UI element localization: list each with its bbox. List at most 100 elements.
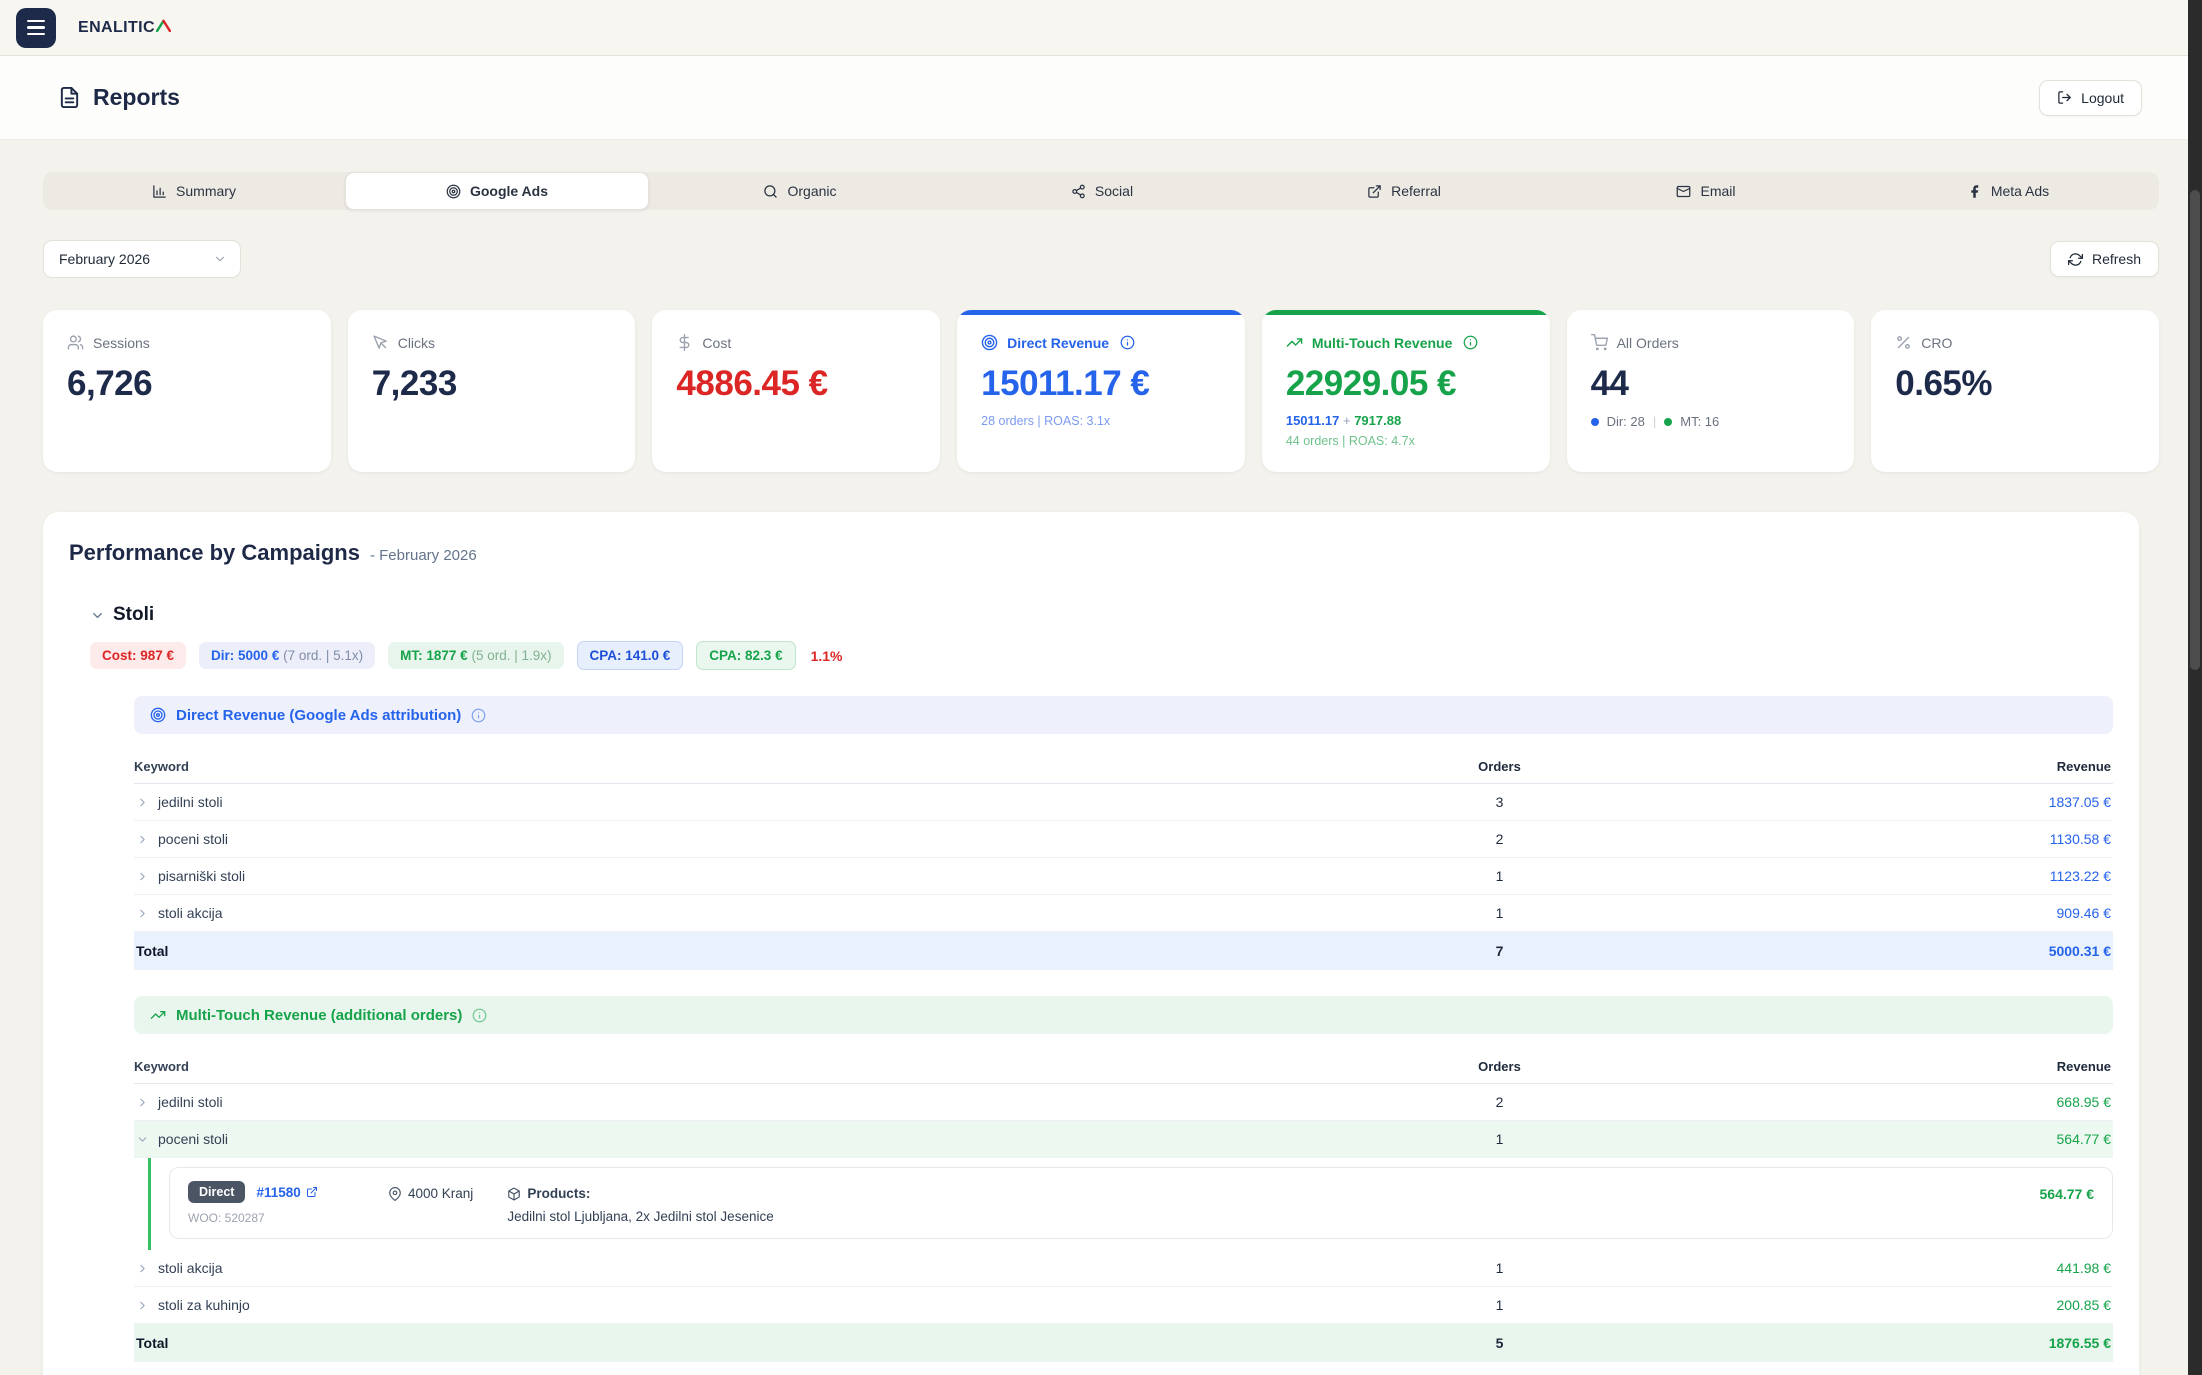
direct-badge-detail: (7 ord. | 5.1x) <box>283 648 364 663</box>
vertical-scrollbar[interactable] <box>2188 0 2202 1375</box>
mt-breakdown-mt: 7917.88 <box>1354 413 1402 428</box>
search-icon <box>764 184 778 198</box>
tab-email[interactable]: Email <box>1555 172 1857 210</box>
chevron-right-icon <box>140 1301 145 1309</box>
kpi-direct-revenue-label: Direct Revenue <box>1007 334 1110 351</box>
kpi-sessions-card: Sessions 6,726 <box>43 310 331 472</box>
report-tabs: Summary Google Ads Organic Social Referr… <box>43 172 2159 210</box>
col-revenue: Revenue <box>2056 759 2111 774</box>
info-icon[interactable] <box>472 1008 487 1023</box>
order-revenue: 564.77 € <box>2039 1186 2095 1202</box>
kpi-cro-value: 0.65% <box>1895 364 1993 403</box>
products-list: Jedilni stol Ljubljana, 2x Jedilni stol … <box>507 1209 774 1224</box>
logout-button[interactable]: Logout <box>2039 79 2142 116</box>
kpi-sessions-label: Sessions <box>93 334 150 351</box>
refresh-label: Refresh <box>2091 251 2141 267</box>
table-row[interactable]: jedilni stoli 3 1837.05 € <box>134 784 2113 821</box>
kpi-cost-card: Cost 4886.45 € <box>652 310 941 472</box>
direct-revenue-section-header: Direct Revenue (Google Ads attribution) <box>134 696 2113 734</box>
table-row[interactable]: stoli akcija 1 441.98 € <box>134 1250 2113 1287</box>
hamburger-menu-button[interactable] <box>16 7 56 48</box>
table-row[interactable]: stoli akcija 1 909.46 € <box>134 895 2113 932</box>
chevron-down-icon <box>215 256 225 262</box>
multi-touch-revenue-table: Keyword Orders Revenue jedilni stoli 2 6… <box>134 1050 2113 1362</box>
info-icon[interactable] <box>1463 335 1478 350</box>
campaigns-title-text: Performance by Campaigns <box>69 540 360 565</box>
tab-summary[interactable]: Summary <box>43 172 345 210</box>
kpi-sessions-value: 6,726 <box>67 364 153 403</box>
kpi-all-orders-split: Dir: 28 | MT: 16 <box>1590 414 1831 429</box>
trending-up-icon <box>1286 338 1303 347</box>
order-detail-panel: Direct #11580 WOO: 520287 <box>148 1158 2113 1250</box>
chevron-right-icon <box>140 909 145 917</box>
chevron-right-icon <box>140 1264 145 1272</box>
external-link-icon <box>1368 184 1381 198</box>
direct-dot <box>1590 417 1599 426</box>
mt-breakdown-direct: 15011.17 <box>1285 413 1340 428</box>
chevron-right-icon <box>140 835 145 843</box>
refresh-button[interactable]: Refresh <box>2049 241 2159 277</box>
table-header-row: Keyword Orders Revenue <box>134 1050 2113 1084</box>
table-row[interactable]: stoli za kuhinjo 1 200.85 € <box>134 1287 2113 1324</box>
brand-name: ENALITIC <box>78 18 155 36</box>
kpi-clicks-card: Clicks 7,233 <box>347 310 636 472</box>
products-label: Products: <box>527 1186 591 1201</box>
page-title: Reports <box>58 84 180 111</box>
order-products: Products: Jedilni stol Ljubljana, 2x Jed… <box>507 1186 2039 1224</box>
kpi-clicks-value: 7,233 <box>371 364 458 403</box>
order-id-block: Direct #11580 WOO: 520287 <box>188 1181 388 1225</box>
total-row: Total 7 5000.31 € <box>134 932 2113 970</box>
direct-revenue-badge: Dir: 5000 € (7 ord. | 5.1x) <box>199 642 376 669</box>
order-location: 4000 Kranj <box>388 1186 473 1201</box>
mt-dot <box>1664 417 1673 426</box>
tab-social[interactable]: Social <box>951 172 1253 210</box>
kpi-cost-value: 4886.45 € <box>676 364 828 403</box>
kpi-direct-revenue-card: Direct Revenue 15011.17 € 28 orders | RO… <box>957 310 1245 472</box>
mt-badge-value: MT: 1877 € <box>400 648 468 663</box>
info-icon[interactable] <box>1120 335 1135 350</box>
external-link-icon <box>306 1187 317 1197</box>
kpi-all-orders-label: All Orders <box>1616 334 1679 351</box>
tab-organic[interactable]: Organic <box>649 172 951 210</box>
scrollbar-thumb[interactable] <box>2190 190 2200 670</box>
table-row[interactable]: jedilni stoli 2 668.95 € <box>134 1084 2113 1121</box>
tab-summary-label: Summary <box>176 183 236 199</box>
kpi-mt-revenue-sub: 44 orders | ROAS: 4.7x <box>1285 434 1415 448</box>
period-select-value: February 2026 <box>59 251 151 267</box>
order-detail-card: Direct #11580 WOO: 520287 <box>169 1167 2113 1239</box>
campaign-stoli-toggle[interactable]: Stoli <box>90 604 2113 626</box>
mt-breakdown-plus: + <box>1342 413 1351 428</box>
kpi-mt-revenue-label: Multi-Touch Revenue <box>1311 334 1453 351</box>
chevron-right-icon <box>140 872 145 880</box>
cro-badge: 1.1% <box>810 647 843 664</box>
order-id-link[interactable]: #11580 <box>256 1185 317 1200</box>
all-orders-dir: Dir: 28 <box>1606 414 1645 429</box>
chevron-down-icon <box>138 1136 147 1142</box>
kpi-mt-breakdown: 15011.17 + 7917.88 <box>1286 413 1526 428</box>
col-revenue: Revenue <box>2056 1059 2111 1074</box>
period-select[interactable]: February 2026 <box>43 240 241 278</box>
table-row-expanded[interactable]: poceni stoli 1 564.77 € <box>134 1121 2113 1158</box>
tab-meta-ads-label: Meta Ads <box>1990 183 2050 199</box>
chevron-down-icon <box>93 612 102 618</box>
table-row[interactable]: pisarniški stoli 1 1123.22 € <box>134 858 2113 895</box>
package-icon <box>508 1187 521 1200</box>
tab-meta-ads[interactable]: Meta Ads <box>1857 172 2159 210</box>
table-header-row: Keyword Orders Revenue <box>134 750 2113 784</box>
mt-section-title: Multi-Touch Revenue (additional orders) <box>176 1006 463 1024</box>
tab-referral[interactable]: Referral <box>1253 172 1555 210</box>
chevron-right-icon <box>140 798 145 806</box>
logout-icon <box>2058 91 2071 104</box>
table-row[interactable]: poceni stoli 2 1130.58 € <box>134 821 2113 858</box>
tab-google-ads[interactable]: Google Ads <box>345 172 649 210</box>
mt-revenue-badge: MT: 1877 € (5 ord. | 1.9x) <box>388 642 564 669</box>
info-icon[interactable] <box>471 708 486 723</box>
direct-badge-value: Dir: 5000 € <box>211 648 280 663</box>
cursor-icon <box>373 335 387 349</box>
cpa-mt-badge: CPA: 82.3 € <box>696 641 796 670</box>
percent-icon <box>1897 336 1911 349</box>
kpi-clicks-label: Clicks <box>397 334 436 351</box>
bar-chart-icon <box>153 184 166 198</box>
kpi-direct-revenue-value: 15011.17 € <box>981 364 1150 403</box>
